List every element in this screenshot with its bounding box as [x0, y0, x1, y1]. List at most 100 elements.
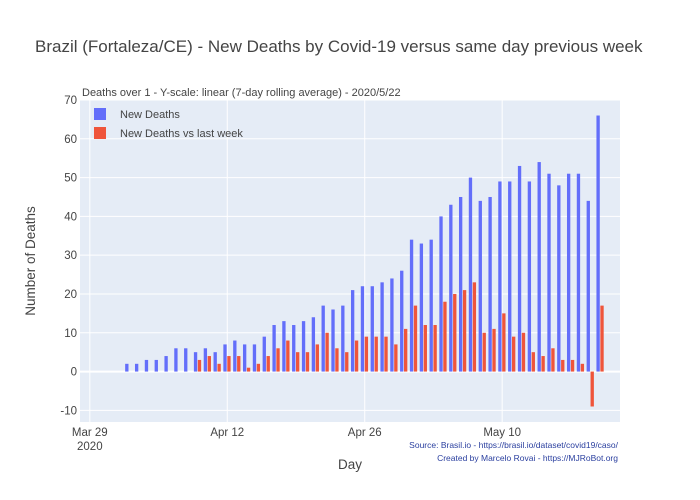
- bar-vs-last-week[interactable]: [315, 344, 319, 372]
- bar-new-deaths[interactable]: [242, 344, 247, 372]
- legend-label-vs-last-week[interactable]: New Deaths vs last week: [120, 128, 243, 140]
- bar-vs-last-week[interactable]: [256, 363, 261, 372]
- bar-vs-last-week[interactable]: [394, 344, 398, 372]
- bar-new-deaths[interactable]: [164, 356, 168, 372]
- bar-new-deaths[interactable]: [203, 348, 208, 372]
- bar-new-deaths[interactable]: [233, 340, 237, 372]
- bar-vs-last-week[interactable]: [580, 363, 585, 372]
- bar-vs-last-week[interactable]: [266, 356, 270, 372]
- bar-new-deaths[interactable]: [537, 162, 541, 372]
- bar-new-deaths[interactable]: [311, 317, 316, 372]
- bar-vs-last-week[interactable]: [561, 359, 565, 372]
- bar-vs-last-week[interactable]: [590, 371, 594, 407]
- x-tick-label: Apr 26: [348, 427, 382, 439]
- bar-vs-last-week[interactable]: [374, 336, 378, 372]
- legend-swatch-new-deaths[interactable]: [94, 108, 106, 120]
- bar-new-deaths[interactable]: [458, 196, 463, 372]
- bar-vs-last-week[interactable]: [345, 352, 349, 372]
- bar-new-deaths[interactable]: [380, 282, 384, 372]
- bar-new-deaths[interactable]: [272, 325, 276, 372]
- bar-new-deaths[interactable]: [292, 325, 296, 372]
- y-axis-title: Number of Deaths: [23, 206, 38, 316]
- bar-new-deaths[interactable]: [341, 305, 345, 372]
- bar-vs-last-week[interactable]: [217, 363, 221, 372]
- bar-new-deaths[interactable]: [262, 336, 266, 372]
- bar-new-deaths[interactable]: [576, 173, 581, 372]
- bar-new-deaths[interactable]: [419, 243, 424, 372]
- bar-vs-last-week[interactable]: [276, 348, 280, 372]
- bar-vs-last-week[interactable]: [237, 356, 241, 372]
- bar-new-deaths[interactable]: [174, 348, 178, 372]
- bar-new-deaths[interactable]: [184, 348, 188, 372]
- bar-vs-last-week[interactable]: [600, 305, 604, 372]
- bar-new-deaths[interactable]: [517, 165, 522, 372]
- bar-vs-last-week[interactable]: [423, 325, 427, 372]
- bar-vs-last-week[interactable]: [521, 332, 526, 372]
- bar-vs-last-week[interactable]: [531, 352, 535, 372]
- legend-label-new-deaths[interactable]: New Deaths: [120, 109, 180, 121]
- bar-new-deaths[interactable]: [429, 239, 433, 372]
- bar-new-deaths[interactable]: [547, 173, 551, 372]
- bar-new-deaths[interactable]: [508, 181, 512, 372]
- bar-new-deaths[interactable]: [596, 115, 600, 372]
- bar-new-deaths[interactable]: [144, 359, 149, 372]
- bar-vs-last-week[interactable]: [462, 290, 467, 372]
- bar-new-deaths[interactable]: [360, 286, 365, 372]
- bar-new-deaths[interactable]: [213, 352, 217, 372]
- bar-new-deaths[interactable]: [134, 363, 139, 372]
- legend[interactable]: New Deaths New Deaths vs last week: [94, 108, 243, 140]
- bar-vs-last-week[interactable]: [207, 356, 211, 372]
- bar-vs-last-week[interactable]: [453, 293, 457, 372]
- bar-new-deaths[interactable]: [193, 352, 198, 372]
- legend-swatch-vs-last-week[interactable]: [94, 127, 106, 139]
- bar-new-deaths[interactable]: [449, 204, 453, 372]
- bar-vs-last-week[interactable]: [570, 359, 575, 372]
- bar-new-deaths[interactable]: [223, 344, 227, 372]
- bar-new-deaths[interactable]: [586, 200, 590, 372]
- bar-new-deaths[interactable]: [390, 278, 394, 372]
- bar-vs-last-week[interactable]: [286, 340, 290, 372]
- bar-vs-last-week[interactable]: [512, 336, 516, 372]
- bar-new-deaths[interactable]: [301, 321, 306, 372]
- bar-vs-last-week[interactable]: [551, 348, 555, 372]
- bar-new-deaths[interactable]: [409, 239, 414, 372]
- bar-new-deaths[interactable]: [252, 344, 257, 372]
- bar-vs-last-week[interactable]: [197, 359, 202, 372]
- bar-vs-last-week[interactable]: [433, 325, 437, 372]
- bar-new-deaths[interactable]: [478, 200, 482, 372]
- bar-vs-last-week[interactable]: [413, 305, 418, 372]
- bar-new-deaths[interactable]: [321, 305, 325, 372]
- chart-title: Brazil (Fortaleza/CE) - New Deaths by Co…: [35, 37, 643, 56]
- bar-new-deaths[interactable]: [527, 181, 532, 372]
- bar-vs-last-week[interactable]: [335, 348, 339, 372]
- bar-vs-last-week[interactable]: [482, 332, 486, 372]
- bar-vs-last-week[interactable]: [443, 301, 447, 372]
- bar-new-deaths[interactable]: [331, 309, 335, 372]
- bar-vs-last-week[interactable]: [246, 367, 251, 372]
- bar-vs-last-week[interactable]: [354, 340, 359, 372]
- bar-new-deaths[interactable]: [498, 181, 502, 372]
- bar-new-deaths[interactable]: [439, 216, 443, 372]
- bar-vs-last-week[interactable]: [541, 356, 545, 372]
- bar-new-deaths[interactable]: [566, 173, 571, 372]
- bar-vs-last-week[interactable]: [296, 352, 300, 372]
- bar-new-deaths[interactable]: [282, 321, 286, 372]
- bar-vs-last-week[interactable]: [472, 282, 477, 372]
- bar-vs-last-week[interactable]: [305, 352, 310, 372]
- bar-vs-last-week[interactable]: [404, 328, 408, 372]
- bar-vs-last-week[interactable]: [325, 332, 329, 372]
- bar-vs-last-week[interactable]: [384, 336, 388, 372]
- bar-vs-last-week[interactable]: [227, 356, 231, 372]
- bar-new-deaths[interactable]: [350, 290, 355, 372]
- bar-new-deaths[interactable]: [468, 177, 473, 372]
- bar-new-deaths[interactable]: [488, 196, 492, 372]
- bar-new-deaths[interactable]: [400, 270, 404, 372]
- bar-new-deaths[interactable]: [557, 185, 561, 372]
- bar-vs-last-week[interactable]: [364, 336, 369, 372]
- bar-new-deaths[interactable]: [125, 363, 129, 372]
- bar-vs-last-week[interactable]: [502, 313, 506, 372]
- bar-vs-last-week[interactable]: [492, 328, 496, 372]
- bar-new-deaths[interactable]: [370, 286, 374, 372]
- bar-new-deaths[interactable]: [154, 359, 158, 372]
